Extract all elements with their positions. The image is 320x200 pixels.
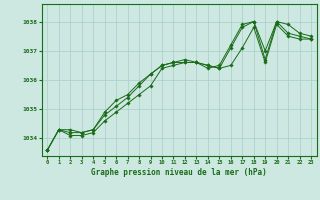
X-axis label: Graphe pression niveau de la mer (hPa): Graphe pression niveau de la mer (hPa) [91,168,267,177]
